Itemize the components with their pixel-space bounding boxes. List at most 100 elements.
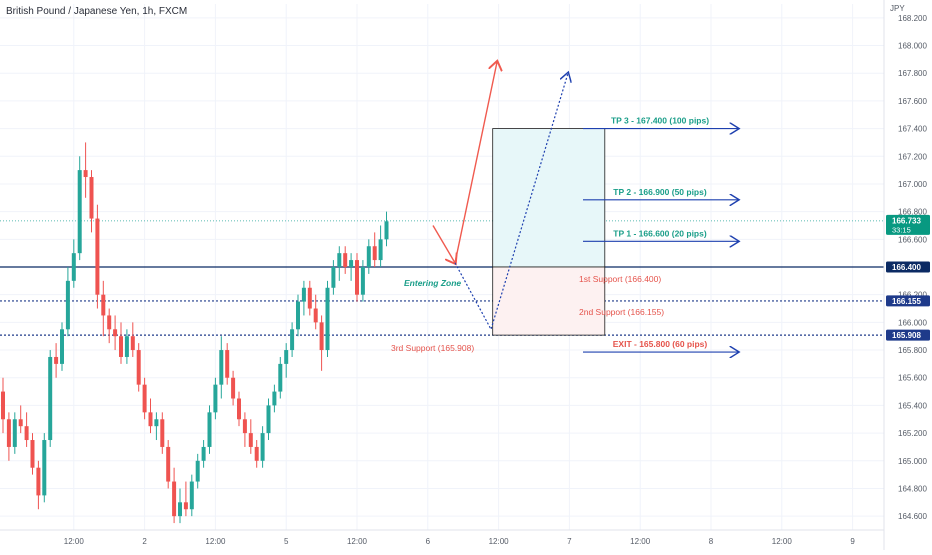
price-badge-label: 166.733 (892, 216, 921, 225)
candle-body (343, 253, 348, 267)
y-tick-label: 167.600 (898, 97, 927, 106)
candle-body (307, 287, 312, 309)
entry-arrow-red (432, 225, 455, 262)
y-tick-label: 164.800 (898, 484, 927, 493)
profit-zone (492, 128, 606, 268)
price-badge-label: 166.400 (892, 263, 921, 272)
y-tick-label: 165.000 (898, 457, 927, 466)
candle-body (54, 356, 59, 364)
candle-body (331, 267, 336, 288)
candle-body (201, 446, 206, 461)
position-box (492, 128, 606, 336)
candle-body (172, 481, 177, 517)
annotation-labels: TP 3 - 167.400 (100 pips) TP 2 - 166.900 … (391, 116, 709, 354)
candle-body (65, 280, 70, 330)
x-tick-label: 12:00 (64, 537, 85, 546)
x-tick-label: 7 (567, 537, 572, 546)
candle-body (237, 398, 241, 420)
y-tick-label: 165.800 (898, 346, 927, 355)
candle-body (89, 177, 94, 219)
y-tick-label: 165.200 (898, 429, 927, 438)
candle-body (119, 336, 123, 357)
candle-body (337, 253, 342, 267)
candle-body (360, 267, 365, 295)
support-levels (0, 220, 884, 336)
target-label: TP 2 - 166.900 (50 pips) (613, 187, 707, 197)
candle-body (48, 356, 53, 441)
price-badge (886, 295, 930, 307)
candle-body (213, 384, 218, 413)
candle-body (384, 221, 389, 240)
candle-body (266, 405, 271, 434)
candle-body (148, 412, 153, 427)
candle-body (248, 433, 253, 447)
candle-body (254, 446, 259, 461)
support-label: 2nd Support (166.155) (579, 307, 664, 317)
candle-body (95, 218, 100, 295)
trade-drawings (432, 62, 738, 352)
candle-body (372, 246, 377, 261)
candle-body (71, 253, 76, 281)
candle-body (166, 446, 171, 482)
y-tick-label: 167.000 (898, 180, 927, 189)
y-tick-label: 167.400 (898, 125, 927, 134)
candle-body (178, 502, 182, 517)
candle-body (124, 336, 129, 357)
candle-body (313, 308, 318, 323)
y-tick-label: 167.200 (898, 152, 927, 161)
candles (1, 142, 389, 524)
x-tick-label: 12:00 (489, 537, 510, 546)
y-tick-label: 166.600 (898, 235, 927, 244)
candle-body (12, 419, 17, 447)
candle-body (195, 460, 200, 482)
candle-body (290, 329, 295, 351)
candle-body (1, 391, 5, 420)
currency-label: JPY (890, 4, 905, 13)
x-tick-label: 5 (284, 537, 289, 546)
time-axis[interactable]: 12:00 2 12:00 5 12:00 6 12:00 7 12:00 8 12:00 9 (0, 529, 884, 546)
candle-body (42, 440, 47, 496)
candle-body (160, 419, 165, 447)
candle-body (325, 287, 330, 351)
target-label: TP 3 - 167.400 (100 pips) (611, 116, 709, 126)
y-tick-label: 168.200 (898, 14, 927, 23)
candle-body (183, 502, 188, 510)
y-tick-label: 165.600 (898, 374, 927, 383)
x-tick-label: 12:00 (205, 537, 226, 546)
candle-body (142, 384, 147, 413)
candle-body (36, 467, 41, 496)
y-tick-label: 166.200 (898, 291, 927, 300)
candle-body (130, 336, 135, 351)
candle-body (301, 287, 306, 302)
candle-body (101, 294, 106, 316)
alternative-path-dotted (454, 73, 568, 331)
y-tick-label: 166.800 (898, 208, 927, 217)
countdown-label: 33:15 (892, 225, 911, 234)
candle-body (136, 350, 141, 385)
candle-body (378, 239, 383, 261)
candle-body (242, 419, 247, 434)
candle-body (366, 246, 371, 267)
x-tick-label: 2 (142, 537, 147, 546)
price-axis[interactable]: 168.200 168.000 167.800 167.600 167.400 167.2… (883, 0, 927, 550)
support-label: 1st Support (166.400) (579, 274, 661, 284)
x-tick-label: 12:00 (347, 537, 368, 546)
y-tick-label: 167.800 (898, 69, 927, 78)
x-tick-label: 6 (426, 537, 431, 546)
candle-body (60, 329, 64, 364)
candle-body (107, 315, 112, 330)
candle-body (189, 481, 194, 510)
price-badge-label: 166.155 (892, 297, 921, 306)
candle-body (296, 301, 300, 330)
candle-body (113, 329, 118, 337)
target-arrow-red (454, 62, 497, 263)
candle-body (349, 260, 354, 267)
support-label: 3rd Support (165.908) (391, 343, 474, 353)
candle-body (355, 260, 359, 295)
candle-body (319, 322, 324, 351)
target-label: EXIT - 165.800 (60 pips) (613, 339, 708, 349)
candle-body (24, 426, 29, 441)
